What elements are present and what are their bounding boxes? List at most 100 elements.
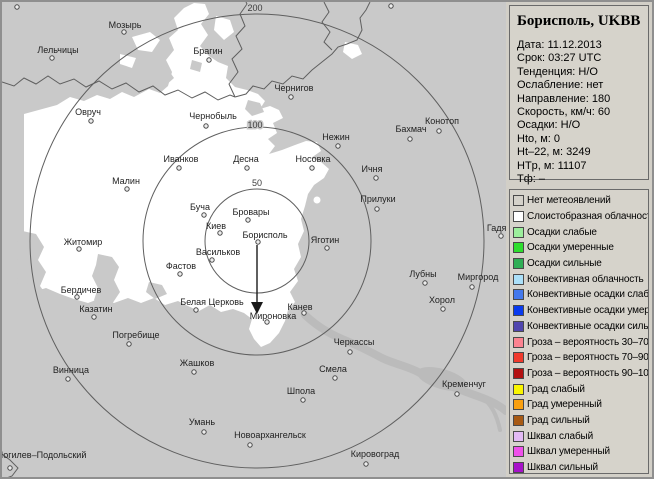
movement-arrow [251,245,263,314]
city-label: Носовка [295,154,330,164]
city-label: Шпола [287,386,315,396]
city-label: Бахмач [395,124,426,134]
city-label: Нежин [322,132,349,142]
range-ring-100 [142,126,372,356]
city-label: Иванков [164,154,199,164]
city-dot [65,376,71,382]
city-dot [209,257,215,263]
legend-swatch [513,462,524,473]
city-dot [264,319,270,325]
legend-label: Град сильный [527,414,590,426]
legend-item: Град слабый [513,381,648,397]
legend-label: Гроза – вероятность 90–100% [527,367,649,379]
city-dot [373,175,379,181]
city-label: Винница [53,365,89,375]
city-label: Чернигов [275,83,314,93]
legend-swatch [513,242,524,254]
city-label: Житомир [64,237,103,247]
info-field: Срок: 03:27 UTC [517,52,602,65]
legend-box: Нет метеоявлений Слоистобразная облачност… [509,189,649,474]
legend-label: Гроза – вероятность 30–70% [527,336,649,348]
city-dot [332,375,338,381]
city-dot [288,94,294,100]
city-label: Фастов [166,261,196,271]
legend-swatch [513,305,524,317]
city-label: Чернобыль [189,111,237,121]
legend-label: Гроза – вероятность 70–90% [527,352,649,364]
legend-item: Нет метеоявлений [513,193,648,209]
range-ring-label: 200 [247,3,262,13]
side-panel: Борисполь, UKBB Дата: 11.12.2013 Срок: 03… [506,2,652,477]
legend-item: Осадки сильные [513,256,648,272]
city-dot [124,186,130,192]
city-dot [498,233,504,239]
city-label: Могилев–Подольский [2,450,86,460]
radar-map: Мозырь Лельчицы Брагин Овруч Чернобыль Черниг… [2,2,506,477]
legend-item: Гроза – вероятность 70–90% [513,350,648,366]
legend-item: Осадки умеренные [513,240,648,256]
city-label: Лельчицы [37,45,78,55]
city-dot [388,3,394,9]
legend-label: Конвективные осадки умерен. [527,305,648,317]
city-dot [255,239,261,245]
station-info-box: Борисполь, UKBB Дата: 11.12.2013 Срок: 03… [509,5,649,185]
cloud-patch [214,16,234,40]
city-label: Десна [233,154,259,164]
legend-swatch [513,195,524,207]
city-label: Новоархангельск [234,430,306,440]
city-dot [76,246,82,252]
city-dot [247,442,253,448]
city-label: Борисполь [242,230,287,240]
legend-swatch [513,226,524,238]
city-dot [374,206,380,212]
city-label: Хорол [429,295,455,305]
city-dot [422,280,428,286]
city-dot [191,369,197,375]
legend-swatch [513,258,524,270]
info-field: Тенденция: Н/О [517,65,598,78]
city-label: Бровары [232,207,269,217]
legend-swatch [513,336,524,348]
info-field: HTр, м: 11107 [517,159,587,172]
city-dot [88,118,94,124]
city-label: Казатин [79,304,112,314]
legend-label: Слоистобразная облачность [527,211,649,223]
legend-swatch [513,414,524,426]
legend-swatch [513,367,524,379]
info-field: Дата: 11.12.2013 [517,39,602,51]
city-dot [91,314,97,320]
info-field: Ослабление: нет [517,79,604,92]
city-dot [363,461,369,467]
legend-label: Град умеренный [527,399,602,411]
city-label: Буча [190,202,210,212]
city-label: Гадяч [487,223,506,233]
city-dot [335,143,341,149]
info-field: Направление: 180 [517,92,611,105]
legend-label: Шквал сильный [527,462,598,474]
legend-label: Шквал умеренный [527,446,610,458]
city-dot [244,165,250,171]
legend-item: Гроза – вероятность 30–70% [513,334,648,350]
city-dot [177,271,183,277]
city-label: Киев [206,221,226,231]
cloud-patch [343,42,362,59]
city-dot [217,230,223,236]
legend-swatch [513,289,524,301]
city-dot [176,165,182,171]
city-dot [436,128,442,134]
range-ring-labels: 200 100 50 [246,2,264,190]
city-dot [126,341,132,347]
city-label: Малин [112,176,140,186]
city-label: Кременчуг [442,379,487,389]
legend-label: Конвективные осадки сильные [527,320,649,332]
city-label: Мозырь [109,20,142,30]
legend-swatch [513,399,524,411]
city-label: Бердичев [61,285,102,295]
legend-item: Осадки слабые [513,224,648,240]
city-dot [440,306,446,312]
city-dot [407,136,413,142]
legend-item: Конвективные осадки слабые [513,287,648,303]
city-label: Овруч [75,107,101,117]
legend-item: Шквал умеренный [513,444,648,460]
city-label: Ичня [361,164,382,174]
